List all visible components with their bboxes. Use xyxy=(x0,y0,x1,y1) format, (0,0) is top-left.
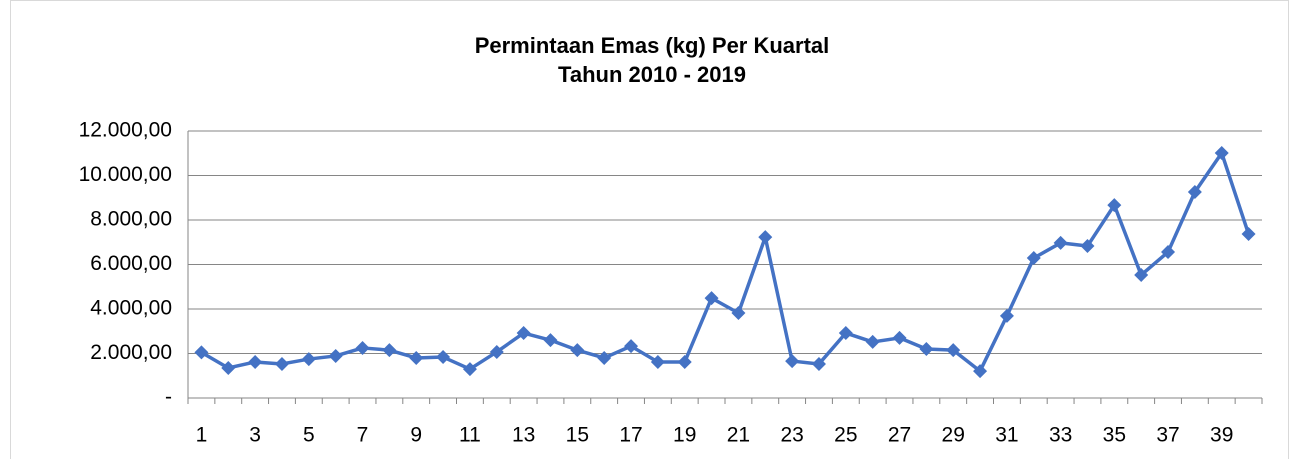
x-tick-label: 7 xyxy=(357,424,369,447)
x-tick-label: 1 xyxy=(196,424,208,447)
marker xyxy=(597,350,612,365)
y-tick-label: - xyxy=(165,386,172,409)
marker xyxy=(704,291,719,306)
series-line xyxy=(200,151,1251,373)
y-tick-label: 12.000,00 xyxy=(79,119,172,142)
x-tick-label: 31 xyxy=(995,424,1018,447)
x-tick-label: 23 xyxy=(780,424,803,447)
chart-frame xyxy=(10,0,1289,459)
marker xyxy=(436,350,451,365)
marker xyxy=(892,330,907,345)
marker xyxy=(248,354,263,369)
y-tick-label: 10.000,00 xyxy=(79,163,172,186)
marker xyxy=(1187,184,1202,199)
marker xyxy=(1080,239,1095,254)
marker xyxy=(973,364,988,379)
x-tick-label: 27 xyxy=(888,424,911,447)
marker xyxy=(1241,227,1256,242)
marker xyxy=(677,354,692,369)
x-tick-label: 3 xyxy=(249,424,261,447)
x-tick-label: 19 xyxy=(673,424,696,447)
marker xyxy=(462,362,477,377)
marker xyxy=(946,343,961,358)
marker xyxy=(516,326,531,341)
marker xyxy=(758,230,773,245)
marker xyxy=(1026,251,1041,266)
marker xyxy=(194,345,209,360)
x-tick-label: 33 xyxy=(1049,424,1072,447)
marker xyxy=(624,339,639,354)
marker xyxy=(838,326,853,341)
marker xyxy=(382,343,397,358)
marker xyxy=(1107,198,1122,213)
marker xyxy=(1134,267,1149,282)
x-tick-label: 15 xyxy=(566,424,589,447)
x-tick-label: 29 xyxy=(942,424,965,447)
marker xyxy=(1214,146,1229,161)
chart-subtitle: Tahun 2010 - 2019 xyxy=(558,62,746,87)
marker xyxy=(221,360,236,375)
x-tick-label: 9 xyxy=(410,424,422,447)
y-tick-label: 4.000,00 xyxy=(90,297,172,320)
marker xyxy=(570,343,585,358)
x-tick-label: 39 xyxy=(1210,424,1233,447)
chart-title: Permintaan Emas (kg) Per Kuartal xyxy=(475,33,830,58)
marker xyxy=(409,350,424,365)
x-tick-label: 17 xyxy=(619,424,642,447)
x-tick-label: 25 xyxy=(834,424,857,447)
marker xyxy=(731,306,746,321)
marker xyxy=(274,356,289,371)
y-tick-label: 8.000,00 xyxy=(90,208,172,231)
y-tick-label: 2.000,00 xyxy=(90,341,172,364)
x-tick-label: 11 xyxy=(459,424,481,447)
marker xyxy=(489,344,504,359)
marker xyxy=(650,354,665,369)
marker xyxy=(328,348,343,363)
x-tick-label: 35 xyxy=(1103,424,1126,447)
marker xyxy=(1053,235,1068,250)
marker xyxy=(1161,245,1176,260)
marker xyxy=(301,352,316,367)
marker xyxy=(785,354,800,369)
x-tick-label: 37 xyxy=(1156,424,1179,447)
marker xyxy=(865,334,880,349)
x-tick-label: 13 xyxy=(512,424,535,447)
marker xyxy=(543,333,558,348)
marker xyxy=(999,308,1014,323)
marker xyxy=(355,340,370,355)
x-tick-label: 5 xyxy=(303,424,315,447)
x-tick-label: 21 xyxy=(727,424,750,447)
y-tick-label: 6.000,00 xyxy=(90,252,172,275)
marker xyxy=(919,342,934,357)
marker xyxy=(811,356,826,371)
